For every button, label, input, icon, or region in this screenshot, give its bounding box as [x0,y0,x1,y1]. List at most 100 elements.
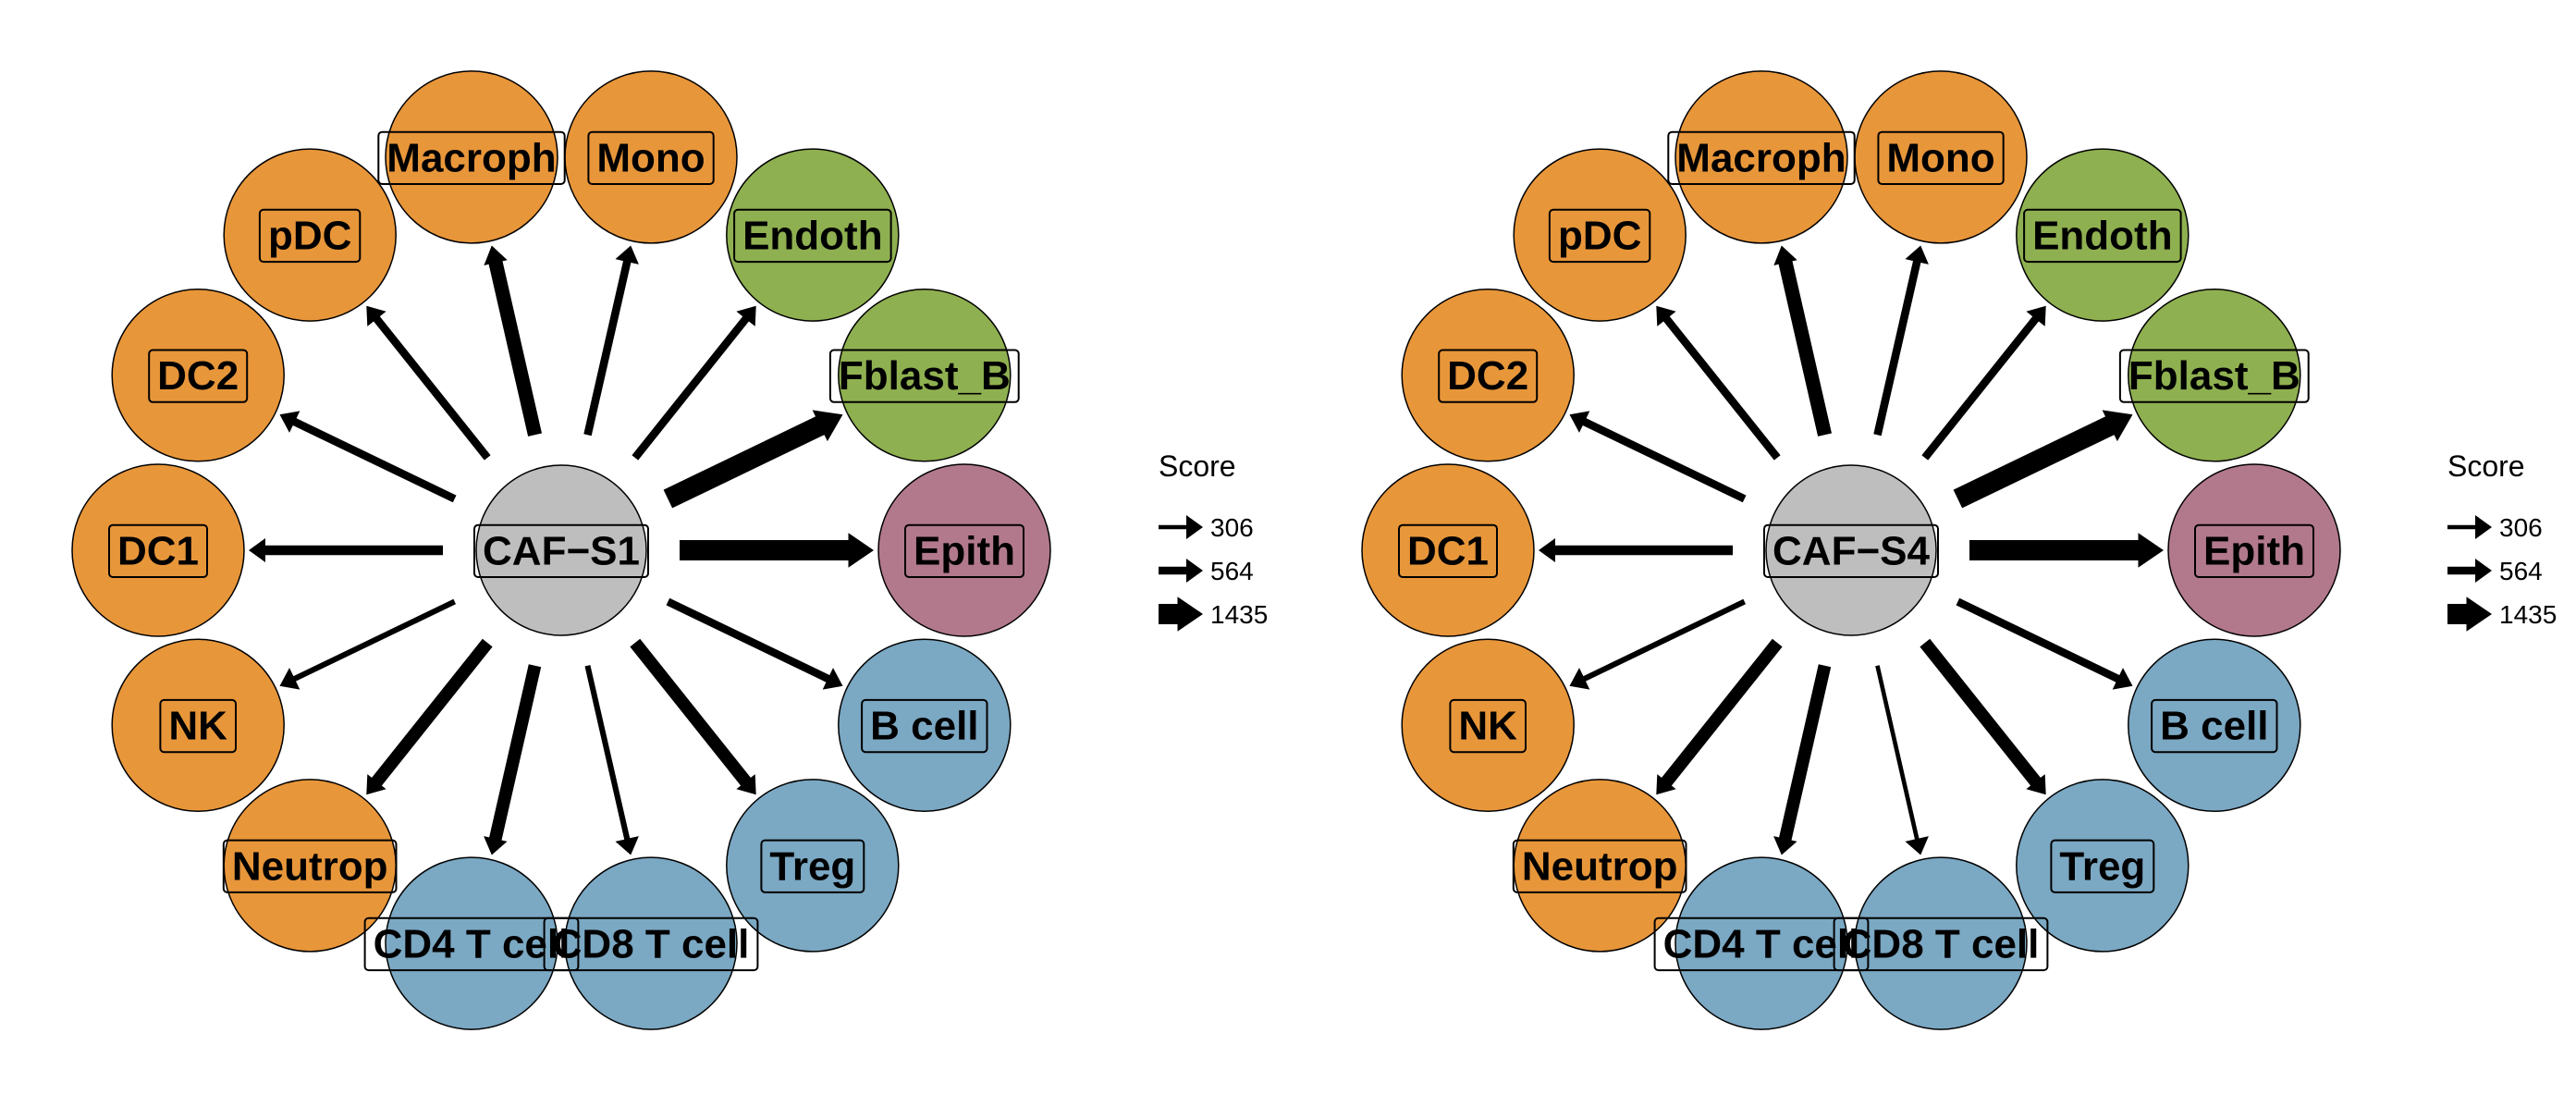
cell-type-labels: Epith Fblast_B Endoth Mono Macroph pDC DC2 DC1 N… [108,130,1024,972]
label-nk: NK [159,698,237,754]
node-dc2 [1401,289,1575,462]
node-epith [877,463,1051,637]
node-treg [726,779,900,953]
arrow-to-endoth [1921,305,2046,461]
interaction-arrows [1539,245,2164,855]
arrow-to-epith [1969,533,2164,568]
network-diagram-caf-s1: Epith Fblast_B Endoth Mono Macroph pDC DC2 DC1 N… [71,70,1051,1030]
node-endoth [726,148,900,322]
legend-value-306: 306 [1210,513,1254,542]
arrow-to-dc2 [1569,411,1747,503]
label-fblast-b: Fblast_B [828,349,1020,403]
arrow-to-b-cell [666,597,843,690]
legend-value-306: 306 [2499,513,2543,542]
node-fblast-b [838,289,1012,462]
label-cd8-t-cell: CD8 T cell [1833,916,2049,972]
label-b-cell-text: B cell [870,704,978,749]
label-pdc-text: pDC [268,214,351,259]
legend-arrow-564 [1159,559,1203,583]
label-treg: Treg [760,839,865,893]
legend-value-1435: 1435 [1210,600,1268,629]
label-nk: NK [1449,698,1527,754]
label-fblast-b-text: Fblast_B [839,353,1011,399]
label-endoth-text: Endoth [742,214,883,259]
arrow-to-dc1 [1539,538,1733,562]
arrow-to-epith [680,533,874,568]
label-macroph: Macroph [1667,130,1856,185]
center-label: CAF−S1 [473,523,649,579]
label-epith: Epith [904,523,1024,579]
label-mono: Mono [587,130,715,185]
label-dc2-text: DC2 [157,353,239,399]
arrow-to-mono [1873,245,1929,437]
label-cd8-t-cell-text: CD8 T cell [1843,921,2040,966]
label-macroph-text: Macroph [1676,135,1846,180]
arrow-to-cd4-t-cell [1773,664,1832,855]
label-cd4-t-cell: CD4 T cell [1653,916,1870,972]
label-nk-text: NK [1458,704,1517,749]
label-cd8-t-cell: CD8 T cell [543,916,759,972]
arrow-to-cd8-t-cell [584,665,639,855]
label-mono-text: Mono [1886,135,1994,180]
node-b-cell [2128,638,2301,812]
center-label-text: CAF−S4 [1773,528,1930,573]
arrow-to-treg [630,638,756,795]
legend-arrow-306 [1159,515,1203,539]
arrow-to-endoth [632,305,756,461]
label-b-cell-text: B cell [2160,704,2268,749]
arrow-to-neutrop [1656,638,1783,795]
label-cd4-t-cell-text: CD4 T cell [1663,921,1860,966]
node-cd8-t-cell [1854,856,2028,1030]
legend-title: Score [1159,449,1236,483]
legend-arrow-306 [2447,515,2492,539]
arrow-to-macroph [484,245,542,437]
node-pdc [1513,148,1687,322]
node-fblast-b [2128,289,2301,462]
label-dc1-text: DC1 [1407,528,1489,573]
score-legend-left: Score 306 564 1435 [1159,449,1268,632]
network-diagram-caf-s4: Epith Fblast_B Endoth Mono Macroph pDC DC2 DC1 N… [1361,70,2341,1030]
node-cd8-t-cell [564,856,738,1030]
label-dc1: DC1 [108,523,208,579]
label-cd4-t-cell-text: CD4 T cell [374,921,570,966]
label-macroph-text: Macroph [386,135,556,180]
label-pdc: pDC [258,208,362,264]
node-pdc [223,148,397,322]
label-neutrop: Neutrop [222,839,398,893]
node-treg [2016,779,2190,953]
label-mono-text: Mono [596,135,705,180]
label-nk-text: NK [168,704,227,749]
label-endoth: Endoth [733,208,892,264]
cell-type-nodes [71,70,1051,1030]
label-cd8-t-cell-text: CD8 T cell [553,921,750,966]
label-fblast-b-text: Fblast_B [2128,353,2300,399]
label-treg-text: Treg [2059,843,2145,889]
label-dc2: DC2 [148,349,249,403]
label-endoth: Endoth [2023,208,2182,264]
arrow-to-b-cell [1956,597,2133,690]
arrow-to-treg [1920,638,2046,795]
score-legend-right: Score 306 564 1435 [2447,449,2557,632]
legend-value-1435: 1435 [2499,600,2557,629]
cell-type-nodes [1361,70,2341,1030]
center-label: CAF−S4 [1763,523,1939,579]
arrow-to-macroph [1773,245,1832,437]
node-cd4-t-cell [1674,856,1848,1030]
node-endoth [2016,148,2190,322]
label-neutrop-text: Neutrop [232,843,388,889]
label-pdc: pDC [1548,208,1651,264]
label-dc1-text: DC1 [117,528,199,573]
legend-arrow-564 [2447,559,2492,583]
interaction-arrows [249,245,874,855]
node-macroph [385,70,558,244]
center-node [475,464,647,636]
legend-title: Score [2447,449,2525,483]
label-macroph: Macroph [377,130,566,185]
arrow-to-pdc [1656,305,1781,461]
arrow-to-nk [1569,598,1746,690]
node-nk [111,638,285,812]
legend-value-564: 564 [2499,557,2543,585]
node-cd4-t-cell [385,856,558,1030]
label-endoth-text: Endoth [2032,214,2173,259]
